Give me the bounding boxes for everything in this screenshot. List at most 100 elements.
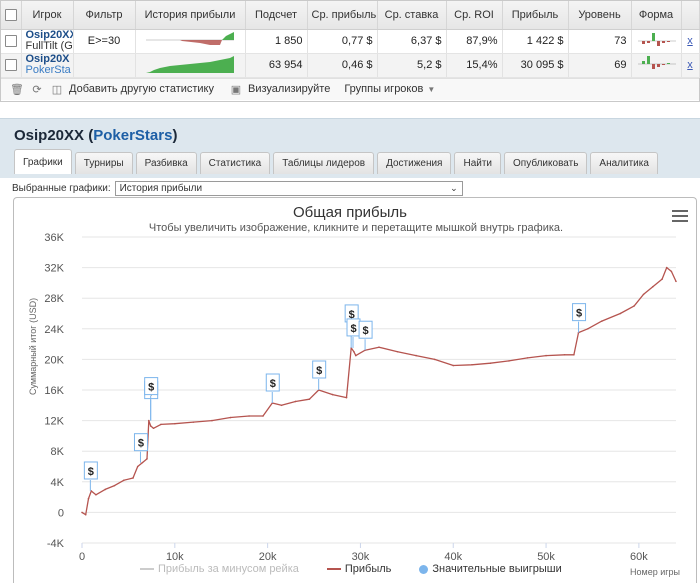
select-all-header[interactable]: [1, 1, 22, 30]
chart-selector-label: Выбранные графики:: [12, 183, 111, 194]
site-link[interactable]: PokerStars: [93, 127, 173, 144]
remove-player-link[interactable]: x: [687, 59, 693, 71]
tab-breakdown[interactable]: Разбивка: [135, 152, 197, 174]
data-point: [95, 494, 97, 496]
chart-subtitle: Чтобы увеличить изображение, кликните и …: [148, 222, 564, 234]
remove-player-link[interactable]: x: [687, 35, 693, 47]
col-profit-history[interactable]: История прибыли: [135, 1, 246, 30]
avg-stake-cell: 6,37 $: [377, 29, 447, 54]
menu-icon[interactable]: [672, 210, 688, 222]
player-cell[interactable]: Osip20X PokerSta: [21, 53, 74, 78]
page-title: Osip20XX (PokerStars): [14, 127, 178, 144]
col-form[interactable]: Форма: [631, 1, 682, 30]
count-cell: 63 954: [245, 53, 308, 78]
level-cell: 69: [568, 53, 632, 78]
data-point: [563, 354, 566, 356]
col-level[interactable]: Уровень: [568, 1, 632, 30]
tab-tournaments[interactable]: Турниры: [74, 152, 133, 174]
legend-item-rake[interactable]: Прибыль за минусом рейка: [140, 563, 299, 575]
big-win-label: $: [349, 309, 355, 321]
trash-icon[interactable]: 🗑: [10, 83, 24, 96]
player-header: Osip20XX (PokerStars) Графики Турниры Ра…: [0, 118, 700, 178]
legend-item-big-wins[interactable]: Значительные выигрыши: [419, 563, 562, 575]
avg-stake-cell: 5,2 $: [377, 53, 447, 78]
dollar-flag-icon: [312, 360, 327, 379]
visualize-button[interactable]: ▣ Визуализируйте: [228, 83, 331, 96]
legend-swatch: [326, 568, 341, 570]
y-tick-label: -4K: [47, 538, 65, 550]
col-remove: [681, 1, 700, 30]
player-stats-panel: Игрок Фильтр История прибыли Подсчет Ср.…: [0, 0, 700, 102]
y-tick-label: 8K: [51, 446, 65, 458]
data-point: [104, 488, 107, 491]
data-point: [122, 479, 125, 482]
tab-bar: Графики Турниры Разбивка Статистика Табл…: [14, 149, 658, 174]
tab-charts[interactable]: Графики: [14, 149, 72, 174]
data-point: [331, 393, 334, 396]
data-point: [396, 350, 399, 353]
data-point: [81, 511, 83, 514]
select-all-checkbox[interactable]: [5, 8, 17, 21]
legend-swatch: [419, 564, 429, 574]
dollar-flag-icon: [265, 373, 280, 392]
avg-roi-cell: 15,4%: [446, 53, 503, 78]
y-tick-label: 0: [58, 507, 64, 519]
level-cell: 73: [568, 29, 632, 54]
player-groups-dropdown[interactable]: Группы игроков ▼: [344, 83, 436, 95]
table-row[interactable]: Osip20XX FullTilt (G E>=30 1 850 0,77 $ …: [1, 29, 700, 54]
data-point: [146, 458, 148, 460]
chart-legend: Прибыль за минусом рейка Прибыль Значите…: [140, 563, 562, 575]
player-nick[interactable]: Osip20XX: [25, 29, 73, 41]
row-checkbox[interactable]: [5, 59, 17, 72]
tab-achievements[interactable]: Достижения: [377, 152, 452, 174]
dollar-flag-icon: [358, 320, 373, 339]
profit-sparkline: [135, 53, 246, 78]
player-cell[interactable]: Osip20XX FullTilt (G: [21, 29, 74, 54]
data-point: [573, 354, 575, 356]
table-row[interactable]: Osip20X PokerSta 63 954 0,46 $ 5,2 $ 15,…: [1, 53, 700, 78]
chevron-down-icon: ⌄: [450, 183, 458, 193]
avg-profit-cell: 0,46 $: [307, 53, 378, 78]
filter-cell: E>=30: [73, 29, 136, 54]
y-tick-label: 28K: [44, 293, 64, 305]
data-point: [433, 358, 436, 361]
legend-swatch: [140, 568, 154, 570]
player-site: FullTilt (G: [25, 40, 73, 52]
player-nick[interactable]: Osip20X: [25, 53, 70, 65]
form-chart-1: [637, 32, 676, 46]
tab-statistics[interactable]: Статистика: [199, 152, 271, 174]
big-win-label: $: [576, 308, 582, 320]
col-avg-roi[interactable]: Ср. ROI: [446, 1, 503, 30]
refresh-icon[interactable]: ⟳: [32, 83, 42, 96]
col-profit[interactable]: Прибыль: [502, 1, 569, 30]
data-point: [619, 312, 622, 315]
row-checkbox[interactable]: [5, 35, 17, 48]
chart-selector-row: Выбранные графики: История прибыли ⌄: [12, 181, 463, 196]
tab-leaderboards[interactable]: Таблицы лидеров: [273, 152, 375, 174]
col-filter[interactable]: Фильтр: [73, 1, 136, 30]
y-tick-label: 16K: [44, 385, 64, 397]
data-point: [661, 278, 663, 280]
data-point: [160, 423, 162, 426]
col-player[interactable]: Игрок: [21, 1, 74, 30]
big-win-label: $: [138, 438, 144, 450]
sparkline-chart-1: [145, 31, 234, 45]
player-site[interactable]: PokerSta: [25, 64, 71, 76]
tab-analytics[interactable]: Аналитика: [590, 152, 658, 174]
dollar-flag-icon: [144, 377, 159, 396]
data-point: [675, 280, 677, 283]
form-cell: [631, 53, 682, 78]
data-point: [665, 266, 668, 269]
add-stats-button[interactable]: ◫ Добавить другую статистику: [49, 83, 214, 96]
col-avg-profit[interactable]: Ср. прибыль: [307, 1, 378, 30]
legend-item-profit[interactable]: Прибыль: [326, 563, 391, 575]
col-avg-stake[interactable]: Ср. ставка: [377, 1, 447, 30]
tab-find[interactable]: Найти: [454, 152, 502, 174]
data-point: [229, 416, 232, 419]
data-point: [113, 484, 116, 487]
tab-publish[interactable]: Опубликовать: [504, 152, 588, 174]
table-toolbar: 🗑 ⟳ ◫ Добавить другую статистику ▣ Визуа…: [1, 77, 699, 100]
col-count[interactable]: Подсчет: [245, 1, 308, 30]
chart-selector-dropdown[interactable]: История прибыли ⌄: [114, 181, 463, 196]
